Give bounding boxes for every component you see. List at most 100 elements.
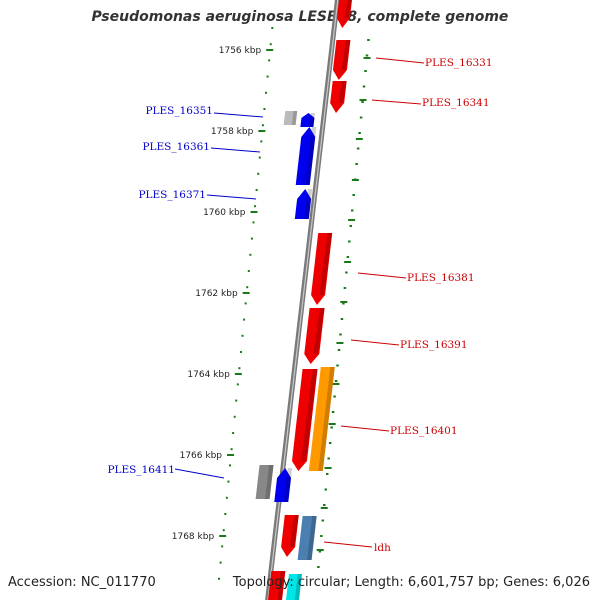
scale-dot [250, 237, 253, 240]
scale-dot [227, 480, 230, 483]
gene-ples-16341-shade [338, 81, 347, 103]
gene-ples-16401-shade [301, 369, 318, 461]
scale-dot [321, 519, 325, 522]
scale-dot [254, 205, 257, 208]
scale-dot [334, 380, 338, 382]
gene-ples-16391 [304, 308, 325, 364]
gene-ples-16371-shade [304, 189, 313, 219]
scale-dot [320, 535, 323, 537]
gene-ples-16411 [274, 468, 293, 502]
gene-ples-16351-pseudo-shade [291, 111, 298, 125]
scale-dot [246, 286, 249, 289]
scale-dot [252, 221, 255, 224]
gene-bottom-red-body [268, 571, 286, 600]
scale-dot [247, 270, 250, 272]
map-title: Pseudomonas aeruginosa LESB58, complete … [91, 9, 509, 25]
scale-dot [255, 189, 258, 191]
scale-dot [243, 318, 246, 321]
gene-ples-16401-rna-body [308, 367, 335, 471]
gene-ldh-body [281, 515, 299, 557]
scale-dot [266, 75, 269, 78]
gene-ldh-partner-body [297, 516, 317, 560]
gene-bottom-red-shade [277, 571, 286, 600]
gene-label: ldh [374, 542, 391, 554]
scale-dot [364, 70, 367, 72]
scale-dot [330, 426, 333, 429]
leader-line [350, 339, 400, 346]
scale-tick-label: 1768 kbp [172, 532, 215, 542]
leader-line [323, 541, 373, 548]
scale-dot [257, 172, 260, 175]
leader-line [210, 147, 261, 153]
gene-ples-16381 [311, 233, 333, 305]
scale-dot [359, 116, 363, 119]
scale-dot [351, 209, 354, 212]
scale-tick-label: 1758 kbp [211, 127, 254, 137]
scale-dot [232, 432, 235, 434]
gene-ples-16351-body [300, 113, 315, 127]
scale-dot [233, 415, 236, 418]
scale-tick-label: 1764 kbp [187, 370, 230, 380]
gene-ples-16351-pseudo [283, 111, 298, 125]
gene-bottom-cyan [285, 574, 302, 600]
gene-label: PLES_16331 [425, 57, 493, 69]
gene-ples-16391-shade [313, 308, 325, 354]
leader-line [206, 194, 257, 200]
gene-bottom-cyan-body [285, 574, 302, 600]
tracks [218, 0, 371, 600]
scale-dot [265, 91, 268, 94]
gene-ples-16331-body [332, 40, 351, 80]
scale-dot [263, 108, 266, 110]
leader-line [357, 272, 407, 279]
gene-top-fragment [336, 0, 353, 28]
gene-ples-16411-shade [283, 468, 293, 502]
scale-dot [346, 256, 350, 258]
scale-dot [345, 271, 348, 274]
scale-dot [333, 395, 336, 398]
genome-backbone-highlight [267, 0, 339, 600]
gene-ples-16351 [300, 113, 316, 127]
labels: 1756 kbp 1758 kbp 1760 kbp 1762 kbp 1764 kbp… [107, 46, 492, 554]
gene-ples-16341 [330, 81, 347, 113]
accession-text: Accession: NC_011770 [8, 575, 156, 590]
scale-dot [219, 561, 222, 564]
gene-label: PLES_16351 [145, 105, 213, 117]
scale-dot [268, 59, 271, 62]
scale-tick-label: 1766 kbp [180, 451, 223, 461]
gene-ples-16411-pseudo [255, 465, 274, 499]
scale-dot [349, 225, 353, 227]
scale-dot [328, 442, 332, 444]
gene-ples-16351-shade [309, 113, 316, 127]
gene-ples-16331-shade [341, 40, 351, 70]
scale-dot [239, 351, 242, 353]
scale-dot [348, 240, 351, 243]
scale-dot [244, 302, 247, 305]
scale-dot [337, 349, 341, 351]
gene-ples-16401-rna-shade [318, 367, 335, 471]
scale-dot [343, 287, 347, 289]
scale-dot [358, 132, 361, 134]
scale-dot [361, 101, 364, 103]
scale-dot [241, 334, 244, 337]
gene-top-fragment-shade [344, 0, 352, 18]
gene-ples-16371 [294, 189, 313, 219]
scale-dot [224, 513, 227, 515]
gene-label: PLES_16341 [422, 97, 490, 109]
scale-dot [249, 253, 252, 256]
scale-tick-label: 1760 kbp [203, 208, 246, 218]
scale-dot [362, 85, 366, 88]
gene-ples-16361-body [295, 127, 316, 185]
gene-bottom-red [268, 571, 286, 600]
leader-line [174, 468, 225, 479]
gene-label: PLES_16371 [138, 189, 206, 201]
topology-text: Topology: circular; Length: 6,601,757 bp… [232, 575, 590, 590]
leader-line [340, 425, 390, 432]
gene-bottom-cyan-shade [294, 574, 302, 600]
gene-ples-16411-pseudo-shade [265, 465, 274, 499]
gene-ples-16401-rna [308, 367, 335, 471]
scale-dot [261, 124, 264, 127]
scale-dot [324, 488, 327, 491]
scale-dot [325, 473, 329, 475]
scale-dot [336, 364, 339, 367]
